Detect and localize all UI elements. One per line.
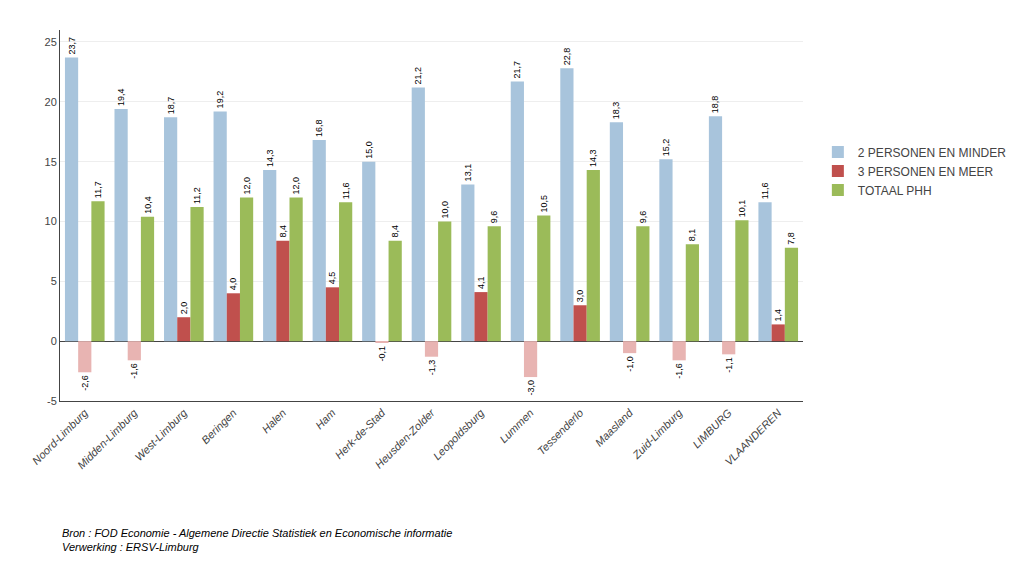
svg-text:Midden-Limburg: Midden-Limburg	[75, 406, 140, 471]
svg-text:0: 0	[51, 335, 57, 347]
svg-text:11,6: 11,6	[341, 182, 351, 199]
svg-text:2,0: 2,0	[179, 302, 189, 315]
svg-text:18,3: 18,3	[611, 102, 621, 120]
svg-text:-1,6: -1,6	[674, 363, 684, 379]
svg-text:LIMBURG: LIMBURG	[690, 406, 734, 450]
svg-text:12,0: 12,0	[291, 177, 301, 195]
svg-text:-1,0: -1,0	[625, 356, 635, 372]
svg-text:Beringen: Beringen	[199, 407, 239, 447]
svg-text:1,4: 1,4	[773, 309, 783, 322]
svg-text:-3,0: -3,0	[526, 380, 536, 396]
svg-text:Zuid-Limburg: Zuid-Limburg	[629, 406, 685, 462]
svg-text:18,8: 18,8	[710, 96, 720, 114]
svg-text:VLAANDEREN: VLAANDEREN	[722, 406, 783, 467]
svg-text:10,4: 10,4	[143, 196, 153, 214]
svg-text:7,8: 7,8	[786, 232, 796, 245]
svg-text:10: 10	[45, 215, 57, 227]
svg-text:Leopoldsburg: Leopoldsburg	[431, 406, 487, 462]
svg-text:11,7: 11,7	[93, 181, 103, 198]
svg-text:Maasland: Maasland	[593, 406, 636, 449]
svg-text:10,1: 10,1	[737, 200, 747, 218]
svg-text:10,0: 10,0	[440, 201, 450, 219]
svg-text:-1,3: -1,3	[427, 360, 437, 376]
svg-text:23,7: 23,7	[67, 37, 77, 55]
svg-text:12,0: 12,0	[242, 177, 252, 195]
svg-text:West-Limburg: West-Limburg	[132, 406, 189, 463]
svg-text:15,2: 15,2	[661, 139, 671, 157]
svg-text:-0,1: -0,1	[377, 346, 387, 362]
svg-text:Lummen: Lummen	[497, 407, 536, 446]
svg-text:11,2: 11,2	[192, 187, 202, 204]
svg-text:15,0: 15,0	[364, 141, 374, 159]
svg-text:19,4: 19,4	[116, 88, 126, 106]
svg-text:-2,6: -2,6	[80, 375, 90, 391]
svg-text:22,8: 22,8	[562, 48, 572, 66]
svg-text:21,2: 21,2	[413, 67, 423, 85]
svg-text:2 PERSONEN EN MINDER: 2 PERSONEN EN MINDER	[858, 146, 1006, 160]
svg-text:-5: -5	[47, 395, 57, 407]
svg-text:9,6: 9,6	[489, 211, 499, 224]
svg-text:3 PERSONEN EN MEER: 3 PERSONEN EN MEER	[858, 165, 994, 179]
svg-text:-1,6: -1,6	[129, 363, 139, 379]
svg-text:11,6: 11,6	[760, 182, 770, 199]
svg-text:-1,1: -1,1	[724, 357, 734, 373]
svg-text:18,7: 18,7	[166, 97, 176, 115]
svg-text:Ham: Ham	[313, 407, 338, 432]
svg-text:TOTAAL PHH: TOTAAL PHH	[858, 184, 932, 198]
svg-text:4,0: 4,0	[228, 278, 238, 291]
svg-text:14,3: 14,3	[265, 149, 275, 167]
svg-text:8,4: 8,4	[390, 225, 400, 238]
svg-text:10,5: 10,5	[539, 195, 549, 213]
svg-text:9,6: 9,6	[638, 211, 648, 224]
svg-text:Noord-Limburg: Noord-Limburg	[30, 406, 91, 467]
svg-text:14,3: 14,3	[588, 149, 598, 167]
svg-text:Bron : FOD Economie - Algemene: Bron : FOD Economie - Algemene Directie …	[62, 527, 452, 553]
svg-text:Herk-de-Stad: Herk-de-Stad	[333, 406, 388, 461]
svg-text:4,5: 4,5	[327, 272, 337, 285]
svg-text:19,2: 19,2	[215, 91, 225, 109]
svg-text:21,7: 21,7	[512, 61, 522, 79]
svg-text:Halen: Halen	[259, 407, 288, 436]
svg-text:4,1: 4,1	[476, 277, 486, 290]
svg-text:8,4: 8,4	[278, 225, 288, 238]
svg-text:Tessenderlo: Tessenderlo	[535, 407, 586, 458]
svg-text:15: 15	[45, 156, 57, 168]
svg-text:20: 20	[45, 96, 57, 108]
svg-text:25: 25	[45, 36, 57, 48]
svg-text:16,8: 16,8	[314, 120, 324, 138]
svg-text:8,1: 8,1	[687, 229, 697, 242]
svg-text:3,0: 3,0	[575, 290, 585, 303]
svg-text:13,1: 13,1	[463, 164, 473, 182]
svg-text:Heusden-Zolder: Heusden-Zolder	[373, 406, 438, 471]
svg-text:5: 5	[51, 275, 57, 287]
